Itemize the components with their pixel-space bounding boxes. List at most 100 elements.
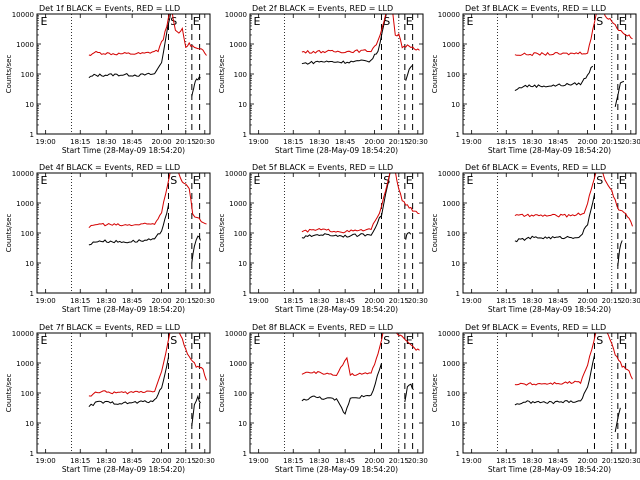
- series-group: [88, 333, 207, 426]
- x-axis-label: Start Time (28-May-09 18:54:20): [275, 465, 398, 474]
- chart-panel-8: Det 8f BLACK = Events, RED = LLD 1 10 100 10…: [218, 323, 428, 474]
- plot-frame: [462, 332, 637, 454]
- chart-panel-9: Det 9f BLACK = Events, RED = LLD 1 10 100 10…: [431, 323, 640, 474]
- x-tick-label: 20:00: [364, 297, 384, 305]
- chart-panel-4: Det 4f BLACK = Events, RED = LLD 1 10 100 10…: [5, 163, 215, 314]
- events-series-line: [405, 231, 412, 240]
- x-tick-label: 20:30: [408, 297, 428, 305]
- x-tick-label: 20:15: [176, 138, 196, 146]
- x-tick-label: 20:15: [602, 138, 622, 146]
- x-tick-label: 20:15: [389, 457, 409, 465]
- marker-letter-e: E: [406, 334, 413, 347]
- y-tick-label: 1: [243, 290, 247, 298]
- marker-letter-e: E: [40, 334, 47, 347]
- y-tick-label: 100: [21, 390, 34, 398]
- y-tick-label: 1000: [16, 200, 34, 208]
- plot-frame: [249, 332, 424, 454]
- y-axis-label: Counts/sec: [431, 55, 439, 94]
- y-tick-label: 10000: [438, 330, 460, 338]
- x-tick-label: 20:15: [389, 297, 409, 305]
- y-tick-label: 10000: [225, 170, 247, 178]
- x-tick-label: 18:15: [283, 457, 303, 465]
- y-tick-label: 100: [234, 71, 247, 79]
- lld-series-line: [395, 173, 420, 215]
- x-tick-label: 18:30: [522, 457, 542, 465]
- marker-letter-e: E: [193, 174, 200, 187]
- marker-letter-e: E: [193, 334, 200, 347]
- x-tick-label: 18:15: [283, 297, 303, 305]
- x-tick-label: 18:45: [122, 297, 142, 305]
- x-axis-label: Start Time (28-May-09 18:54:20): [62, 146, 185, 155]
- x-tick-label: 20:30: [195, 297, 215, 305]
- events-series-line: [514, 194, 595, 243]
- y-tick-label: 10000: [438, 11, 460, 19]
- events-series-line: [301, 173, 391, 239]
- y-axis-label: Counts/sec: [5, 374, 13, 413]
- y-tick-label: 10: [238, 420, 247, 428]
- y-tick-label: 1: [30, 131, 34, 139]
- x-tick-label: 20:00: [364, 138, 384, 146]
- y-tick-label: 10000: [438, 170, 460, 178]
- marker-letter-e: E: [619, 15, 626, 28]
- lld-series-line: [392, 14, 420, 51]
- x-tick-label: 20:30: [195, 457, 215, 465]
- x-tick-label: 19:00: [249, 457, 269, 465]
- lld-series-line: [514, 333, 597, 386]
- y-tick-label: 1000: [16, 360, 34, 368]
- x-tick-label: 18:15: [70, 138, 90, 146]
- x-tick-label: 20:15: [602, 297, 622, 305]
- chart-panel-3: Det 3f BLACK = Events, RED = LLD 1 10 100 10…: [431, 4, 640, 155]
- x-tick-label: 18:45: [335, 297, 355, 305]
- x-tick-label: 18:45: [548, 297, 568, 305]
- events-series-line: [404, 383, 414, 403]
- marker-letter-e: E: [193, 15, 200, 28]
- chart-title: Det 9f BLACK = Events, RED = LLD: [465, 323, 606, 332]
- x-tick-label: 19:00: [462, 457, 482, 465]
- y-axis-label: Counts/sec: [218, 374, 226, 413]
- lld-series-line: [301, 333, 384, 377]
- events-series-line: [514, 355, 595, 406]
- y-axis-label: Counts/sec: [431, 374, 439, 413]
- events-series-line: [301, 363, 382, 415]
- marker-letter-e: E: [466, 174, 473, 187]
- x-tick-label: 20:30: [621, 297, 640, 305]
- y-tick-label: 10: [451, 101, 460, 109]
- y-tick-label: 1: [456, 450, 460, 458]
- y-tick-label: 100: [21, 71, 34, 79]
- x-tick-label: 18:45: [122, 457, 142, 465]
- y-tick-label: 1000: [229, 200, 247, 208]
- x-axis-label: Start Time (28-May-09 18:54:20): [62, 465, 185, 474]
- plot-frame: [462, 172, 637, 294]
- x-tick-label: 18:15: [70, 457, 90, 465]
- chart-title: Det 8f BLACK = Events, RED = LLD: [252, 323, 393, 332]
- x-tick-label: 18:30: [96, 457, 116, 465]
- marker-letter-e: E: [253, 15, 260, 28]
- y-tick-label: 1: [243, 450, 247, 458]
- chart-title: Det 4f BLACK = Events, RED = LLD: [39, 163, 180, 172]
- chart-title: Det 5f BLACK = Events, RED = LLD: [252, 163, 393, 172]
- plot-frame: [462, 13, 637, 135]
- x-tick-label: 20:30: [621, 457, 640, 465]
- y-tick-label: 10000: [12, 330, 34, 338]
- marker-letter-e: E: [253, 334, 260, 347]
- plot-frame: [249, 13, 424, 135]
- x-tick-label: 18:15: [70, 297, 90, 305]
- y-tick-label: 1: [30, 450, 34, 458]
- x-tick-label: 19:00: [249, 138, 269, 146]
- y-tick-label: 10: [238, 260, 247, 268]
- x-tick-label: 18:30: [522, 138, 542, 146]
- chart-title: Det 7f BLACK = Events, RED = LLD: [39, 323, 180, 332]
- plot-frame: [36, 13, 211, 135]
- y-tick-label: 1000: [16, 41, 34, 49]
- marker-letter-s: S: [596, 174, 603, 187]
- chart-panel-7: Det 7f BLACK = Events, RED = LLD 1 10 100 10…: [5, 323, 215, 474]
- y-tick-label: 100: [447, 230, 460, 238]
- lld-series-line: [88, 333, 171, 397]
- x-tick-label: 18:30: [96, 138, 116, 146]
- series-group: [301, 173, 420, 240]
- x-tick-label: 20:00: [577, 138, 597, 146]
- y-tick-label: 1000: [229, 360, 247, 368]
- y-tick-label: 10: [451, 260, 460, 268]
- x-axis-label: Start Time (28-May-09 18:54:20): [62, 305, 185, 314]
